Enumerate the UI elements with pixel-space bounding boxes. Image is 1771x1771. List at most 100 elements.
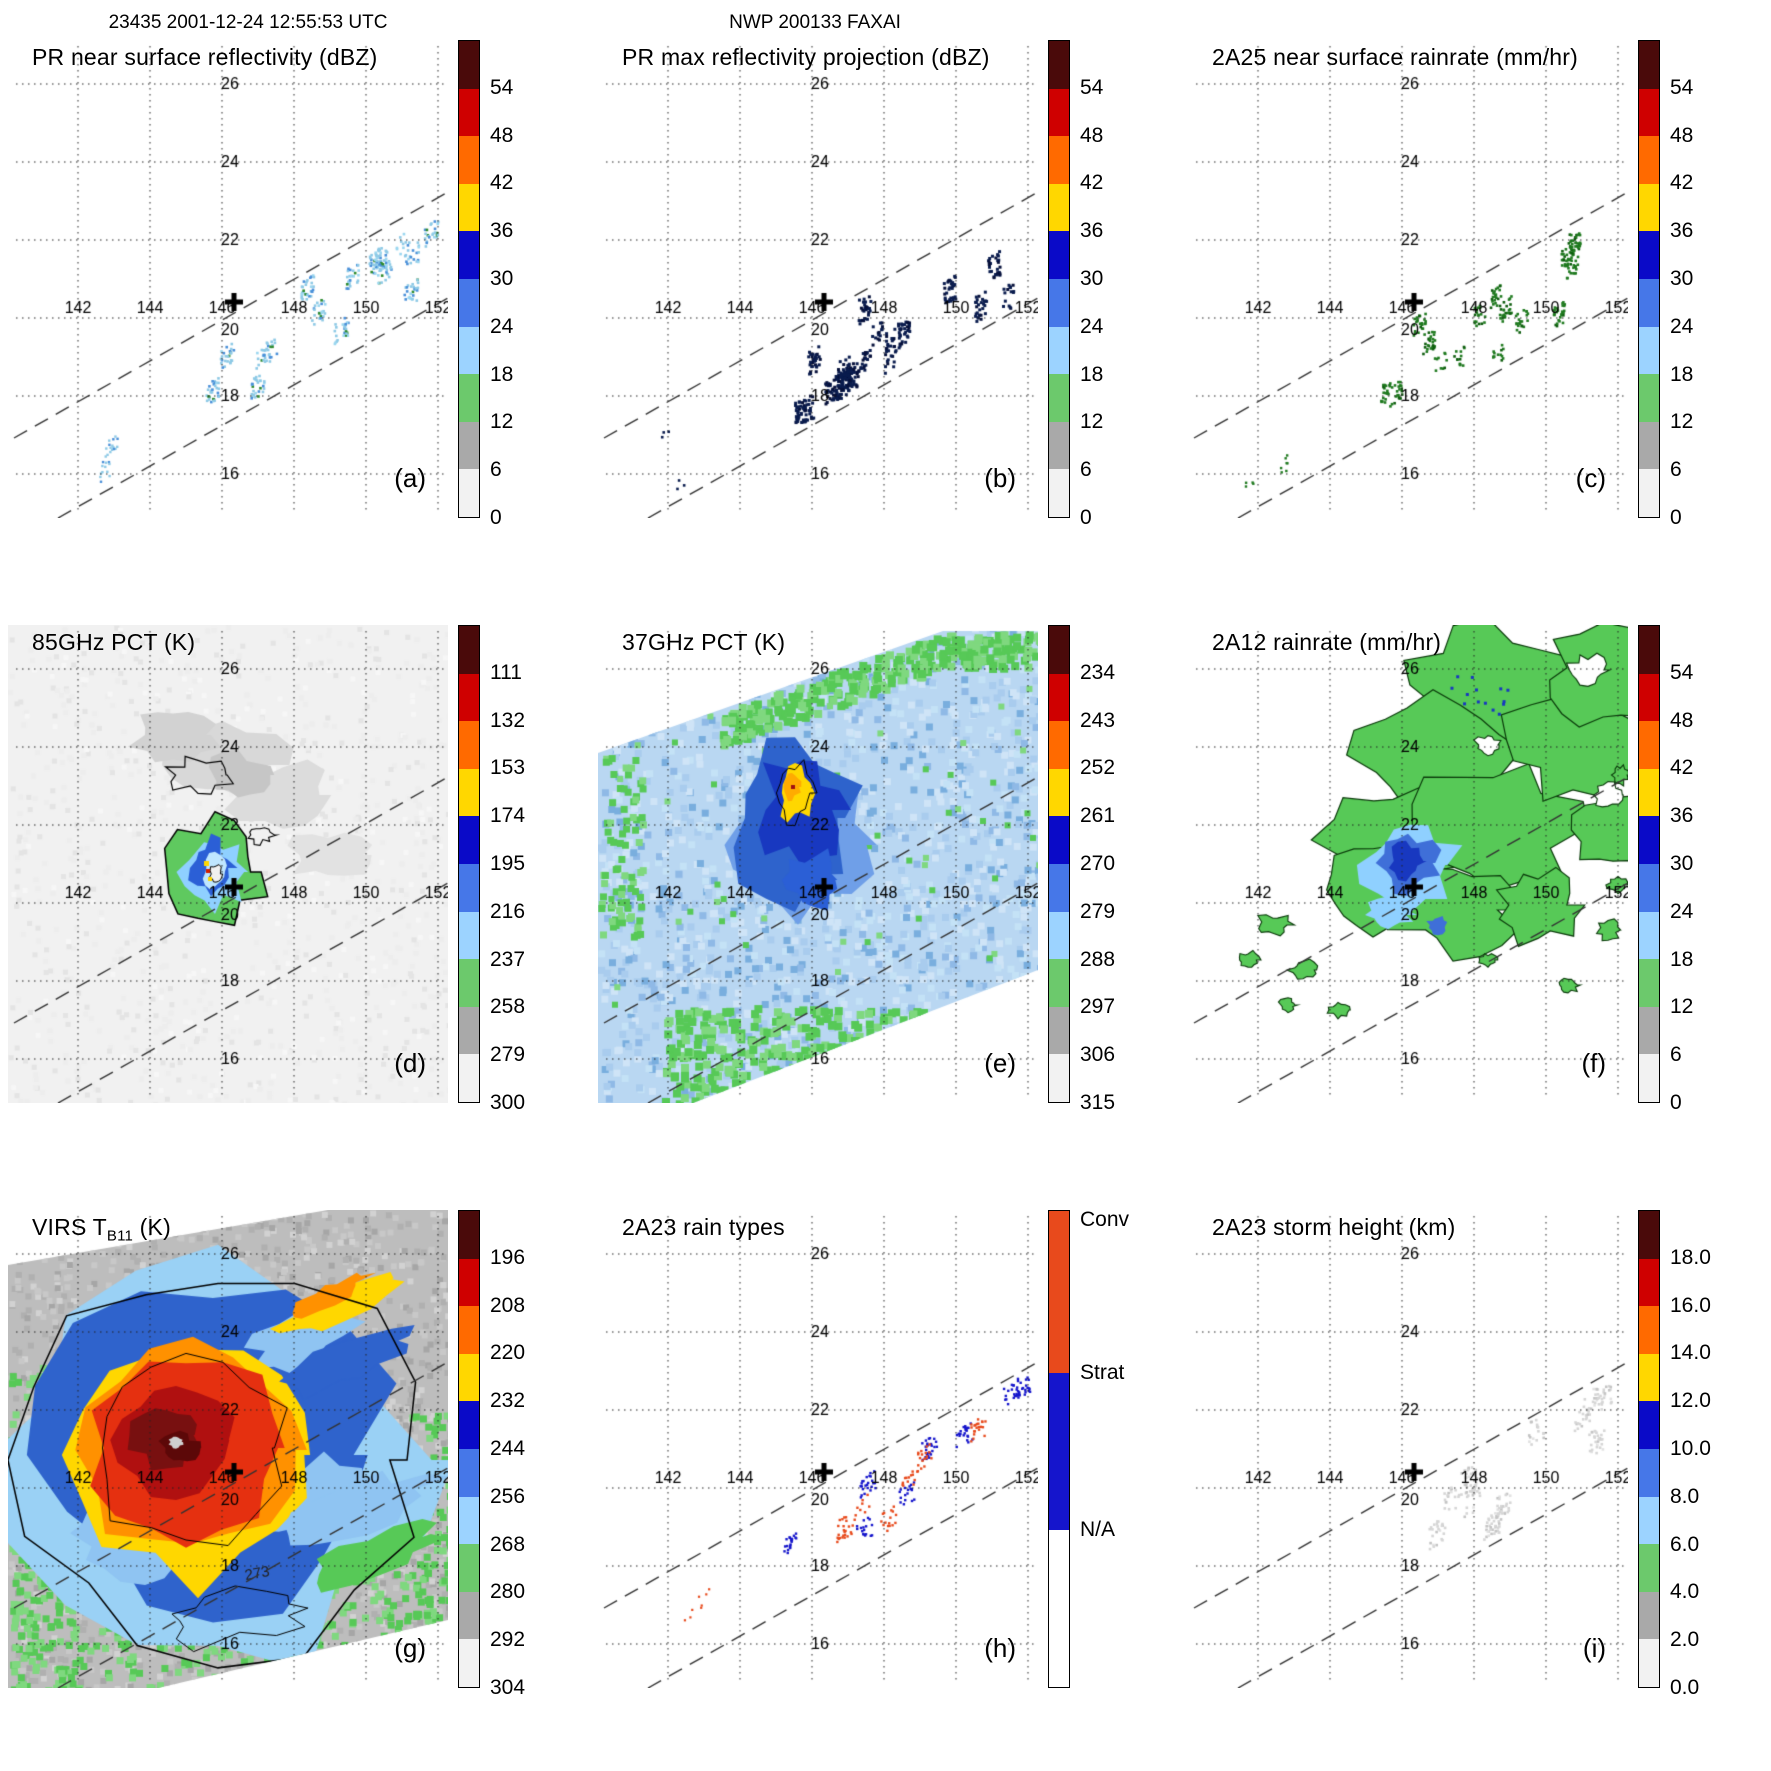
colorbar-segment bbox=[459, 959, 479, 1007]
colorbar-segment bbox=[459, 816, 479, 864]
colorbar-segment bbox=[1639, 863, 1659, 912]
colorbar-tick-label: 18.0 bbox=[1670, 1245, 1711, 1269]
colorbar-tick-label: 279 bbox=[490, 1043, 526, 1067]
colorbar-tick-label: 42 bbox=[1670, 756, 1694, 780]
panel: 37GHz PCT (K) (e) 234 243 252 261 270 279 288 2… bbox=[590, 585, 1180, 1170]
colorbar-segment bbox=[1049, 768, 1069, 817]
colorbar-segment bbox=[459, 626, 479, 674]
colorbar-segment bbox=[459, 1544, 479, 1592]
colorbar-segment bbox=[1639, 421, 1659, 470]
map: VIRS TB11 (K) (g) bbox=[8, 1210, 448, 1688]
orbit-timestamp-header: 23435 2001-12-24 12:55:53 UTC bbox=[108, 12, 388, 33]
colorbar-tick-label: 24 bbox=[1670, 899, 1694, 923]
colorbar-tick-label: 36 bbox=[490, 219, 514, 243]
colorbar-tick-label: 24 bbox=[1670, 314, 1694, 338]
colorbar-bar bbox=[458, 625, 480, 1103]
colorbar-segment bbox=[459, 374, 479, 422]
colorbar-tick-label: 12 bbox=[490, 410, 514, 434]
panel-title-subscript: B11 bbox=[106, 1227, 134, 1245]
colorbar-segment bbox=[459, 1258, 479, 1307]
colorbar-bar bbox=[1048, 625, 1070, 1103]
colorbar-segment bbox=[459, 768, 479, 817]
colorbar-segment bbox=[1639, 183, 1659, 232]
colorbar-segment bbox=[1049, 136, 1069, 184]
colorbar-tick-label: 48 bbox=[1670, 123, 1694, 147]
colorbar-segment bbox=[459, 183, 479, 232]
colorbar-segment bbox=[1049, 911, 1069, 960]
panel-title-text: PR near surface reflectivity (dBZ) bbox=[32, 44, 378, 70]
colorbar: 54 48 42 36 30 24 18 12 6 0 bbox=[1638, 625, 1763, 1114]
colorbar-tick-label: 256 bbox=[490, 1484, 526, 1508]
colorbar-segment bbox=[459, 1401, 479, 1449]
colorbar-segment bbox=[1639, 1639, 1659, 1687]
colorbar-tick-label: 42 bbox=[1080, 171, 1104, 195]
colorbar-tick-label: 195 bbox=[490, 852, 526, 875]
colorbar-bar bbox=[1638, 40, 1660, 518]
panel-title: VIRS TB11 (K) bbox=[32, 1214, 171, 1245]
colorbar-bar bbox=[1638, 625, 1660, 1103]
colorbar-segment bbox=[1639, 1591, 1659, 1640]
map: PR near surface reflectivity (dBZ) (a) bbox=[8, 40, 448, 518]
colorbar-ticks: 111 132 153 174 195 216 237 258 279 300 bbox=[490, 625, 580, 1114]
colorbar-tick-label: 12 bbox=[1670, 995, 1694, 1019]
colorbar-segment bbox=[1049, 421, 1069, 470]
panel-title: 2A23 rain types bbox=[622, 1214, 785, 1245]
panel-title-text: 2A12 rainrate (mm/hr) bbox=[1212, 629, 1442, 655]
colorbar-tick-label: 24 bbox=[1080, 314, 1104, 338]
colorbar-tick-label: 268 bbox=[490, 1532, 526, 1556]
panel-title-text: 2A25 near surface rainrate (mm/hr) bbox=[1212, 44, 1578, 70]
colorbar-tick-label: 237 bbox=[490, 947, 526, 971]
colorbar-tick-label: 18 bbox=[1080, 362, 1104, 386]
colorbar-tick-label: 6.0 bbox=[1670, 1532, 1700, 1556]
map-canvas bbox=[598, 1210, 1038, 1688]
colorbar-tick-label: 288 bbox=[1080, 947, 1116, 971]
colorbar-segment bbox=[1049, 278, 1069, 327]
colorbar-segment bbox=[459, 1353, 479, 1402]
colorbar-segment bbox=[1639, 721, 1659, 769]
colorbar-segment bbox=[1049, 183, 1069, 232]
colorbar-ticks: 196 208 220 232 244 256 268 280 292 304 bbox=[490, 1210, 580, 1699]
colorbar: 54 48 42 36 30 24 18 12 6 0 bbox=[1638, 40, 1763, 529]
map: 2A25 near surface rainrate (mm/hr) (c) bbox=[1188, 40, 1628, 518]
panel-title-text: 85GHz PCT (K) bbox=[32, 629, 196, 655]
panel-letter: (g) bbox=[394, 1633, 426, 1663]
colorbar-segment bbox=[459, 1211, 479, 1259]
map-canvas bbox=[1188, 625, 1628, 1103]
colorbar-tick-label: 54 bbox=[1080, 75, 1104, 99]
colorbar-segment bbox=[1049, 1372, 1069, 1530]
colorbar: 54 48 42 36 30 24 18 12 6 0 bbox=[1048, 40, 1173, 529]
panel: 2A25 near surface rainrate (mm/hr) (c) 5… bbox=[1180, 0, 1770, 585]
colorbar-tick-label: 132 bbox=[490, 708, 526, 732]
panel-letter: (d) bbox=[394, 1048, 426, 1078]
colorbar-tick-label: 244 bbox=[490, 1437, 526, 1460]
colorbar-segment bbox=[1049, 1006, 1069, 1055]
colorbar-ticks: 54 48 42 36 30 24 18 12 6 0 bbox=[1080, 40, 1170, 529]
colorbar-tick-label: 30 bbox=[1670, 852, 1694, 875]
colorbar-segment bbox=[1639, 673, 1659, 722]
panel-title-text: 37GHz PCT (K) bbox=[622, 629, 786, 655]
colorbar-segment bbox=[1049, 231, 1069, 279]
colorbar-tick-label: 30 bbox=[1080, 267, 1104, 290]
storm-id-header: NWP 200133 FAXAI bbox=[729, 12, 901, 33]
colorbar-segment bbox=[1639, 374, 1659, 422]
panel-title-units: (K) bbox=[133, 1214, 171, 1240]
map-canvas bbox=[1188, 1210, 1628, 1688]
colorbar-tick-label: 18 bbox=[490, 362, 514, 386]
colorbar-segment bbox=[459, 1006, 479, 1055]
colorbar-segment bbox=[1639, 1306, 1659, 1354]
colorbar-tick-label: 279 bbox=[1080, 899, 1116, 923]
colorbar-segment bbox=[459, 136, 479, 184]
colorbar-segment bbox=[459, 911, 479, 960]
colorbar-segment bbox=[1639, 1496, 1659, 1545]
colorbar-segment bbox=[459, 1054, 479, 1102]
colorbar-ticks: 18.0 16.0 14.0 12.0 10.0 8.0 6.0 4.0 2.0 0.0 bbox=[1670, 1210, 1760, 1699]
panel-letter: (c) bbox=[1575, 463, 1606, 493]
colorbar-segment bbox=[1639, 626, 1659, 674]
map-canvas bbox=[598, 625, 1038, 1103]
panel-title-text: 2A23 storm height (km) bbox=[1212, 1214, 1456, 1240]
map: PR max reflectivity projection (dBZ) (b) bbox=[598, 40, 1038, 518]
colorbar-segment bbox=[1049, 1211, 1069, 1373]
map: 2A12 rainrate (mm/hr) (f) bbox=[1188, 625, 1628, 1103]
colorbar-tick-label: 24 bbox=[490, 314, 514, 338]
colorbar-segment bbox=[1049, 469, 1069, 517]
